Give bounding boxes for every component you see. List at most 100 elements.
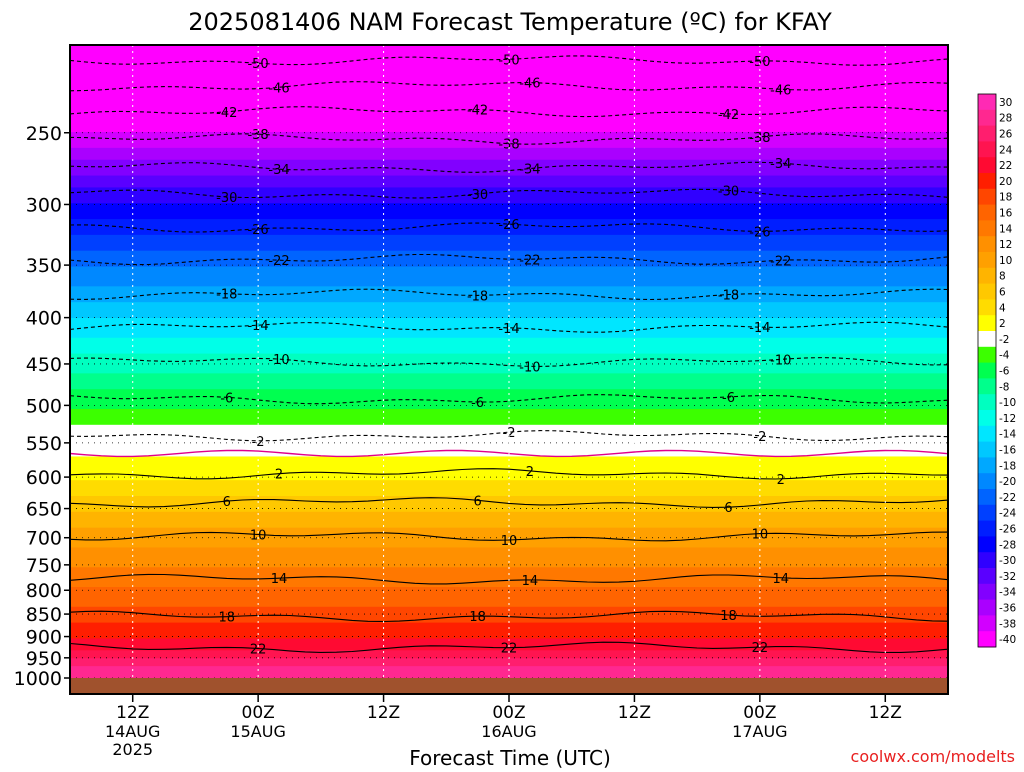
temp-band [70,389,948,394]
temp-band [70,484,948,489]
temp-band [70,298,948,303]
colorbar-swatch [978,441,996,458]
colorbar-label: -18 [999,460,1016,472]
temp-band [70,590,948,596]
contour-label: -22 [770,254,791,269]
contour-label: 18 [219,611,236,626]
contour-label: 18 [469,610,486,625]
contour-label: -18 [216,288,237,303]
temp-band [70,630,948,636]
contour-label: -46 [268,81,289,96]
contour-label: -38 [749,131,770,146]
temp-band [70,155,948,161]
temp-band [70,306,948,311]
temp-band [70,159,948,165]
y-tick-label: 300 [26,194,62,216]
colorbar-label: -10 [999,397,1016,409]
contour-label: -2 [753,430,766,445]
colorbar-label: 26 [999,129,1013,141]
contour-label: -10 [519,360,540,375]
x-axis-label: Forecast Time (UTC) [409,746,611,768]
temp-band [70,432,948,438]
temp-band [70,642,948,647]
temp-band [70,171,948,177]
colorbar-swatch [978,520,996,537]
colorbar-swatch [978,394,996,411]
colorbar-label: -24 [999,508,1016,520]
contour-line [69,641,949,654]
contour-label: 10 [501,534,518,549]
temp-band [70,602,948,608]
y-tick-label: 350 [26,255,62,277]
temp-band [70,519,948,525]
contour-label: -10 [770,353,791,368]
contour-label: -50 [749,55,770,70]
colorbar-label: 12 [999,239,1012,251]
temp-band [70,598,948,604]
x-tick-date: 14AUG [105,722,160,741]
temp-band [70,460,948,465]
colorbar-label: 30 [999,97,1012,109]
contour-label: 2 [777,473,785,488]
temp-band [70,100,948,105]
contour-label: 14 [271,572,288,587]
temp-band [70,654,948,659]
x-tick-label: 00Z [743,703,776,723]
colorbar-label: 20 [999,176,1012,188]
temp-band [70,658,948,663]
colorbar-label: 16 [999,208,1013,220]
temp-band [70,412,948,418]
colorbar-swatch [978,252,996,269]
temp-band [70,456,948,462]
x-tick-year: 2025 [112,740,153,759]
contour-label: -6 [471,396,484,411]
contour-label: 10 [752,528,769,543]
temp-band [70,286,948,291]
colorbar-label: 28 [999,113,1012,125]
contour-label: 2 [275,468,283,483]
temp-band [70,381,948,386]
temp-band [70,670,948,675]
y-tick-label: 1000 [14,668,62,690]
contour-label: 10 [250,529,267,544]
temp-band [70,666,948,671]
y-tick-label: 500 [26,395,62,417]
temp-band [70,112,948,117]
temp-band [70,183,948,189]
temp-band [70,468,948,473]
contour-lines: -50 -50 -50-46 -46 -46-42 -42 -42-38-38 -38-34-… [69,53,949,658]
y-tick-label: 900 [26,627,62,649]
contour-label: -18 [718,289,739,304]
colorbar-swatch [978,299,996,316]
colorbar-label: 18 [999,192,1012,204]
colorbar-swatch [978,157,996,174]
temp-band [70,345,948,351]
contour-label: 22 [501,642,518,657]
colorbar-swatch [978,457,996,474]
colorbar-label: -12 [999,413,1016,425]
temp-band [70,416,948,422]
colorbar-label: -4 [999,350,1010,362]
colorbar-swatch [978,331,996,348]
colorbar-swatch [978,410,996,427]
x-tick-label: 12Z [116,703,149,723]
temp-band [70,341,948,347]
temp-band [70,191,948,196]
contour-label: -26 [247,223,268,238]
temp-band [70,496,948,501]
temp-band [70,88,948,94]
temp-band [70,230,948,236]
colorbar-swatch [978,315,996,332]
colorbar-swatch [978,583,996,601]
colorbar-swatch [978,125,996,142]
temp-band [70,270,948,276]
temp-band [70,610,948,616]
credit-link[interactable]: coolwx.com/modelts [851,747,1015,766]
temp-band [70,108,948,113]
contour-label: -30 [467,188,488,203]
colorbar-label: -8 [999,381,1009,393]
y-tick-label: 450 [26,354,62,376]
colorbar-swatch [978,204,996,221]
